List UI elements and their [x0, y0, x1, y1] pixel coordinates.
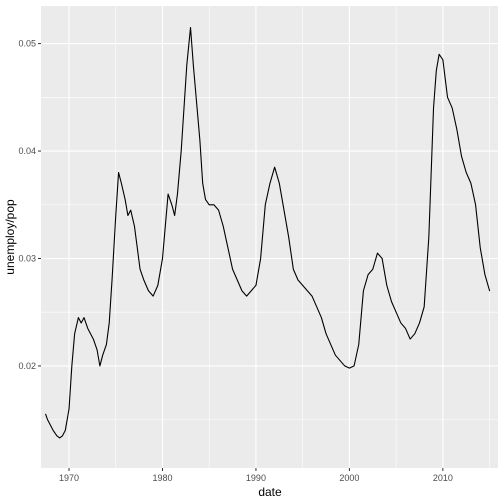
panel-background: [41, 6, 498, 468]
y-axis: 0.02 0.03 0.04 0.05: [18, 39, 41, 371]
y-tick-label-0: 0.02: [18, 361, 36, 371]
x-tick-label-2: 1990: [246, 473, 266, 483]
x-tick-label-3: 2000: [339, 473, 359, 483]
line-series-layer: [45, 26, 491, 439]
x-tick-label-4: 2010: [433, 473, 453, 483]
y-tick-label-2: 0.04: [18, 146, 36, 156]
minor-gridlines: [41, 6, 498, 468]
x-axis-label: date: [258, 485, 282, 499]
major-gridlines: [41, 6, 498, 468]
x-tick-label-1: 1980: [152, 473, 172, 483]
x-tick-label-0: 1970: [59, 473, 79, 483]
y-axis-label: unemploy/pop: [3, 199, 17, 275]
y-tick-label-1: 0.03: [18, 253, 36, 263]
x-axis: 1970 1980 1990 2000 2010: [59, 468, 453, 483]
y-tick-label-3: 0.05: [18, 39, 36, 49]
series-line-0: [45, 26, 491, 439]
